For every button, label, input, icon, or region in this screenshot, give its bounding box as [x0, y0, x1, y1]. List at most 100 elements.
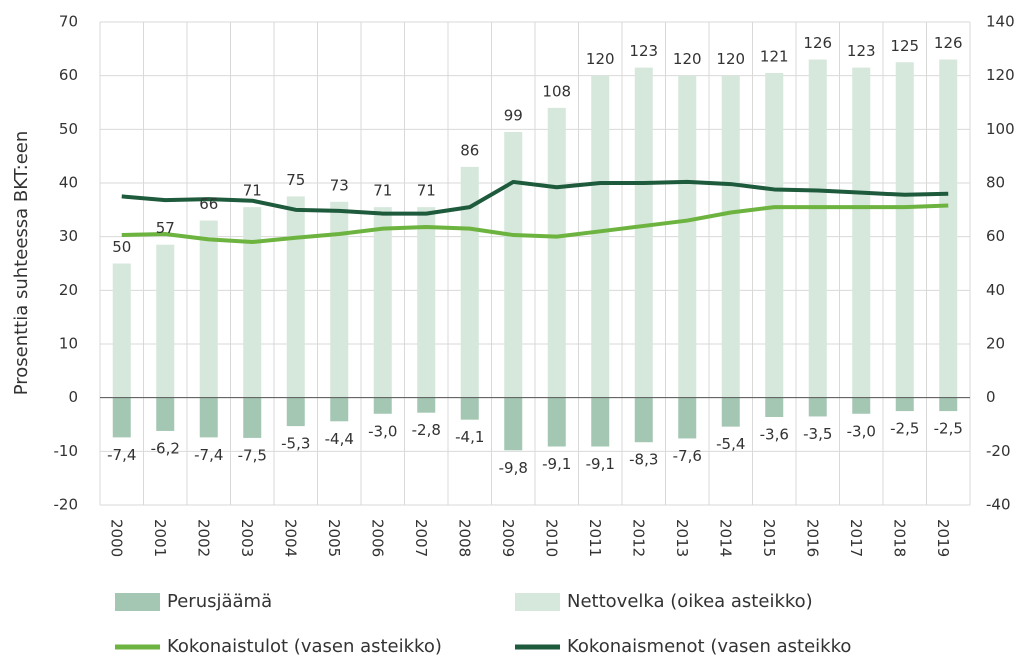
value-label: 120 [716, 50, 745, 68]
legend-swatch [515, 593, 560, 611]
value-label: 66 [199, 195, 218, 213]
bar [504, 132, 523, 398]
bar [808, 59, 827, 398]
x-tick-label: 2017 [847, 519, 865, 557]
y2-tick-label: 0 [986, 388, 996, 406]
x-tick-label: 2012 [629, 519, 647, 557]
line [121, 203, 949, 245]
x-tick-label: 2007 [412, 519, 430, 557]
legend-label: Nettovelka (oikea asteikko) [567, 591, 813, 612]
bar [243, 207, 262, 398]
legend-swatch [115, 593, 160, 611]
y2-tick-label: 60 [986, 227, 1005, 245]
bar [634, 397, 653, 443]
bar [330, 201, 349, 398]
value-label: -5,4 [716, 435, 745, 453]
value-label: -8,3 [629, 451, 658, 469]
value-label: 125 [890, 37, 919, 55]
value-label: 120 [673, 50, 702, 68]
value-label: -2,5 [890, 420, 919, 438]
bar [547, 107, 566, 398]
legend-label: Kokonaistulot (vasen asteikko) [167, 636, 442, 657]
y-tick-label: 70 [59, 13, 78, 31]
value-label: 126 [803, 34, 832, 52]
x-tick-label: 2001 [151, 519, 169, 557]
y-tick-label: 20 [59, 281, 78, 299]
line [121, 179, 949, 216]
bar [634, 67, 653, 398]
x-tick-label: 2019 [934, 519, 952, 557]
value-label: 71 [417, 182, 436, 200]
bar [417, 207, 436, 398]
bar [286, 397, 305, 427]
x-tick-label: 2013 [673, 519, 691, 557]
bar [199, 397, 218, 438]
value-label: -9,8 [499, 459, 528, 477]
value-label: 99 [504, 107, 523, 125]
bar [895, 62, 914, 398]
value-label: 71 [243, 182, 262, 200]
bar [591, 75, 610, 398]
bar [765, 397, 784, 417]
value-label: 123 [629, 42, 658, 60]
bar [199, 220, 218, 398]
y-tick-label: -10 [54, 442, 79, 460]
bar [721, 75, 740, 398]
x-tick-label: 2011 [586, 519, 604, 557]
bar [504, 397, 523, 451]
bar [373, 397, 392, 414]
value-label: -7,4 [194, 446, 223, 464]
value-label: -5,3 [281, 435, 310, 453]
legend-label: Kokonaismenot (vasen asteikko [567, 636, 851, 657]
y2-tick-label: -20 [986, 442, 1011, 460]
x-tick-label: 2014 [716, 519, 734, 557]
y-tick-label: 10 [59, 335, 78, 353]
bar [678, 75, 697, 398]
y-tick-label: -20 [54, 496, 79, 514]
bar [939, 397, 958, 412]
value-label: 50 [112, 238, 131, 256]
value-label: -9,1 [586, 455, 615, 473]
x-tick-label: 2004 [281, 519, 299, 557]
bar [852, 67, 871, 398]
bar [721, 397, 740, 427]
bar [112, 263, 131, 398]
value-label: -3,0 [368, 422, 397, 440]
bar [156, 397, 175, 431]
bar [330, 397, 349, 422]
value-label: 120 [586, 50, 615, 68]
y2-tick-label: 140 [986, 13, 1015, 31]
x-tick-label: 2016 [803, 519, 821, 557]
y2-tick-label: 120 [986, 66, 1015, 84]
x-tick-label: 2002 [194, 519, 212, 557]
value-label: 73 [330, 176, 349, 194]
y-tick-label: 40 [59, 174, 78, 192]
value-label: 71 [373, 182, 392, 200]
y2-tick-label: 40 [986, 281, 1005, 299]
bar [243, 397, 262, 438]
value-label: 75 [286, 171, 305, 189]
bar [678, 397, 697, 439]
bar [808, 397, 827, 417]
x-tick-label: 2009 [499, 519, 517, 557]
value-label: 108 [542, 82, 571, 100]
value-label: -3,0 [847, 422, 876, 440]
x-tick-label: 2008 [455, 519, 473, 557]
value-label: -3,5 [803, 425, 832, 443]
x-tick-label: 2003 [238, 519, 256, 557]
bar [547, 397, 566, 447]
y-tick-label: 60 [59, 66, 78, 84]
bar [460, 397, 479, 420]
bar [852, 397, 871, 414]
x-tick-label: 2015 [760, 519, 778, 557]
y2-tick-label: -40 [986, 496, 1011, 514]
bar [286, 196, 305, 398]
bar [460, 166, 479, 398]
y-tick-label: 50 [59, 120, 78, 138]
bar [112, 397, 131, 438]
value-label: 123 [847, 42, 876, 60]
y2-tick-label: 20 [986, 335, 1005, 353]
value-label: -7,6 [673, 447, 702, 465]
value-label: -6,2 [151, 439, 180, 457]
